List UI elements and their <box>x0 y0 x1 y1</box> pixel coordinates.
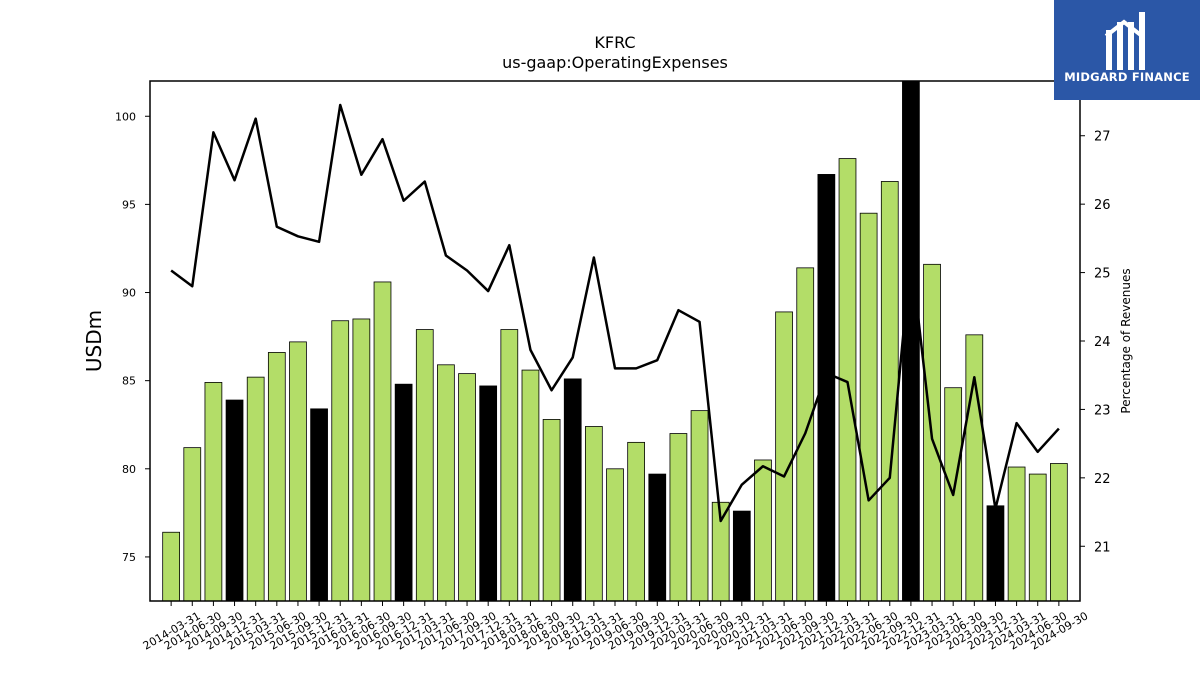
bar <box>965 334 984 602</box>
y2-axis-label: Percentage of Revenues <box>1119 268 1133 413</box>
bar <box>585 426 603 602</box>
bar <box>183 447 202 602</box>
logo-mark-icon <box>1104 12 1145 70</box>
bar <box>352 318 371 602</box>
bar <box>437 364 455 602</box>
y-tick-label: 100 <box>115 110 136 123</box>
bar <box>521 369 540 602</box>
y2-tick-label: 21 <box>1094 540 1111 555</box>
bar <box>754 459 772 602</box>
line-group <box>170 103 1060 523</box>
logo-text: MIDGARD FINANCE <box>1064 70 1190 84</box>
bar <box>542 419 561 602</box>
y2-tick-label: 25 <box>1094 267 1111 282</box>
bar <box>267 352 286 602</box>
bar <box>732 510 751 602</box>
y-tick-label: 85 <box>122 375 136 388</box>
bar <box>310 408 328 602</box>
bar <box>859 212 878 602</box>
bar <box>902 80 920 602</box>
right-axis: 21 22 23 24 25 26 27 <box>1080 130 1111 555</box>
bar <box>458 373 476 602</box>
bar <box>246 376 265 602</box>
brand-logo: MIDGARD FINANCE <box>1054 0 1200 100</box>
y-axis-label: USDm <box>82 310 106 372</box>
y2-tick-label: 27 <box>1094 130 1111 145</box>
y-tick-label: 95 <box>122 198 136 211</box>
x-axis: 2014-03-312014-06-302014-09-302014-12-31… <box>141 601 1090 653</box>
bar <box>500 329 519 602</box>
bar <box>1028 473 1047 602</box>
y2-tick-label: 22 <box>1094 472 1111 487</box>
bar <box>415 329 434 602</box>
bar <box>563 378 582 602</box>
y-tick-label: 75 <box>122 551 136 564</box>
bar <box>331 320 350 602</box>
chart-title: KFRC <box>594 33 635 52</box>
chart-subtitle: us-gaap:OperatingExpenses <box>502 53 728 72</box>
bar <box>225 399 244 602</box>
y2-tick-label: 23 <box>1094 403 1111 418</box>
y-tick-label: 80 <box>122 463 136 476</box>
y2-tick-label: 26 <box>1094 198 1111 213</box>
y-tick-label: 90 <box>122 287 136 300</box>
bar <box>690 410 709 602</box>
bar <box>775 311 793 602</box>
bar <box>289 341 307 602</box>
bar <box>204 382 223 602</box>
bar <box>669 433 688 602</box>
bar <box>606 468 624 602</box>
bar <box>1007 466 1026 602</box>
y2-tick-label: 24 <box>1094 335 1111 350</box>
bar <box>373 281 392 602</box>
bar <box>1050 463 1068 602</box>
bar <box>162 531 180 602</box>
bar <box>986 505 1005 602</box>
series-line <box>170 103 1060 523</box>
left-axis: 75 80 85 90 95 100 <box>115 110 150 564</box>
bar <box>880 181 899 602</box>
bar <box>394 383 413 602</box>
bar <box>627 441 645 602</box>
bars-group <box>162 80 1068 602</box>
bar <box>648 473 667 602</box>
bar <box>479 385 498 602</box>
